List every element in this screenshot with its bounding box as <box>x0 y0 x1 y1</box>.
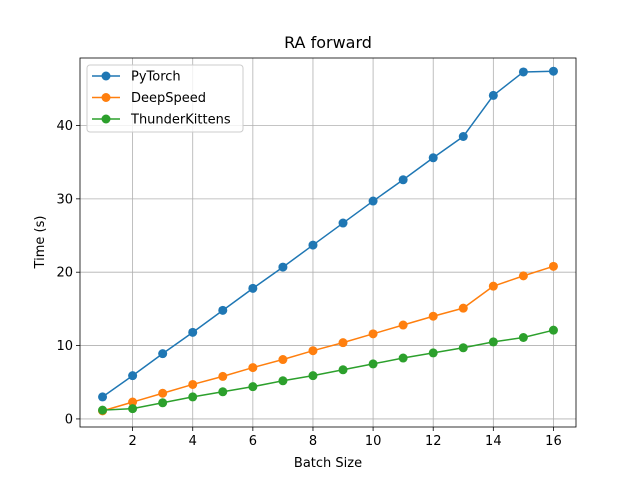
legend-label-pytorch: PyTorch <box>131 70 181 85</box>
data-point-thunderkittens <box>338 365 348 375</box>
series-line-pytorch <box>102 70 554 398</box>
data-point-deepspeed <box>398 320 408 330</box>
data-point-deepspeed <box>248 363 258 373</box>
chart-title: RA forward <box>284 33 372 52</box>
y-axis-label: Time (s) <box>33 216 48 270</box>
data-point-deepspeed <box>488 281 498 291</box>
series-line-deepspeed <box>102 265 554 412</box>
data-point-pytorch <box>518 67 528 77</box>
data-point-pytorch <box>218 305 228 315</box>
x-tick-label: 2 <box>128 434 136 449</box>
legend-box <box>86 64 244 133</box>
legend-label-thunderkittens: ThunderKittens <box>130 113 231 128</box>
series-line-thunderkittens <box>102 329 554 411</box>
x-axis-label: Batch Size <box>294 456 362 471</box>
data-point-deepspeed <box>428 311 438 321</box>
data-point-thunderkittens <box>548 325 558 335</box>
y-tick-label: 30 <box>56 192 73 207</box>
legend-label-deepspeed: DeepSpeed <box>131 91 206 106</box>
data-point-thunderkittens <box>518 333 528 343</box>
data-point-deepspeed <box>128 397 138 407</box>
data-point-pytorch <box>428 153 438 163</box>
data-point-deepspeed <box>338 338 348 348</box>
data-point-thunderkittens <box>278 376 288 386</box>
data-point-pytorch <box>98 392 108 402</box>
legend-entry-thunderkittens: ThunderKittens <box>92 113 231 128</box>
y-tick-label: 0 <box>65 412 73 427</box>
legend-marker-pytorch <box>101 71 111 81</box>
x-tick-label: 10 <box>365 434 382 449</box>
x-tick-label: 6 <box>249 434 257 449</box>
series-pytorch <box>98 66 558 402</box>
data-point-deepspeed <box>188 379 198 389</box>
data-point-thunderkittens <box>308 371 318 381</box>
data-point-thunderkittens <box>128 404 138 414</box>
data-point-pytorch <box>158 349 168 359</box>
data-point-deepspeed <box>218 371 228 381</box>
series-layer <box>98 66 558 416</box>
data-point-thunderkittens <box>428 348 438 358</box>
y-tick-label: 20 <box>56 266 73 281</box>
data-point-thunderkittens <box>248 382 258 392</box>
y-tick-label: 10 <box>56 339 73 354</box>
data-point-deepspeed <box>548 261 558 271</box>
legend: PyTorch DeepSpeed ThunderKittens <box>86 64 244 133</box>
legend-marker-thunderkittens <box>101 114 111 124</box>
legend-entry-pytorch: PyTorch <box>92 70 181 85</box>
data-point-pytorch <box>368 196 378 206</box>
legend-entries: PyTorch DeepSpeed ThunderKittens <box>92 70 231 128</box>
data-point-pytorch <box>278 262 288 272</box>
data-point-pytorch <box>458 131 468 141</box>
data-point-thunderkittens <box>458 343 468 353</box>
x-tick-label: 4 <box>189 434 197 449</box>
data-point-pytorch <box>398 175 408 185</box>
data-point-deepspeed <box>278 355 288 365</box>
data-point-pytorch <box>548 66 558 76</box>
x-tick-label: 16 <box>545 434 562 449</box>
data-point-deepspeed <box>158 388 168 398</box>
legend-entry-deepspeed: DeepSpeed <box>92 91 206 106</box>
data-point-pytorch <box>248 283 258 293</box>
x-tick-label: 12 <box>425 434 442 449</box>
plot-frame <box>79 57 577 428</box>
y-tick-label: 40 <box>56 119 73 134</box>
data-point-thunderkittens <box>368 359 378 369</box>
data-point-thunderkittens <box>488 337 498 347</box>
data-point-thunderkittens <box>218 387 228 397</box>
data-point-pytorch <box>338 218 348 228</box>
tick-layer: 2 4 6 8 10 12 14 16 0 10 20 30 40 <box>56 119 561 449</box>
data-point-pytorch <box>188 327 198 337</box>
data-point-deepspeed <box>368 329 378 339</box>
data-point-deepspeed <box>458 303 468 313</box>
legend-marker-deepspeed <box>101 93 111 102</box>
data-point-thunderkittens <box>158 398 168 408</box>
data-point-thunderkittens <box>98 405 108 415</box>
data-point-thunderkittens <box>398 353 408 363</box>
data-point-pytorch <box>308 240 318 250</box>
x-tick-label: 8 <box>309 434 317 449</box>
x-tick-label: 14 <box>485 434 502 449</box>
data-point-pytorch <box>128 371 138 381</box>
data-point-thunderkittens <box>188 392 198 402</box>
data-point-deepspeed <box>518 271 528 281</box>
data-point-deepspeed <box>308 346 318 356</box>
series-thunderkittens <box>98 325 558 415</box>
data-point-pytorch <box>488 90 498 100</box>
